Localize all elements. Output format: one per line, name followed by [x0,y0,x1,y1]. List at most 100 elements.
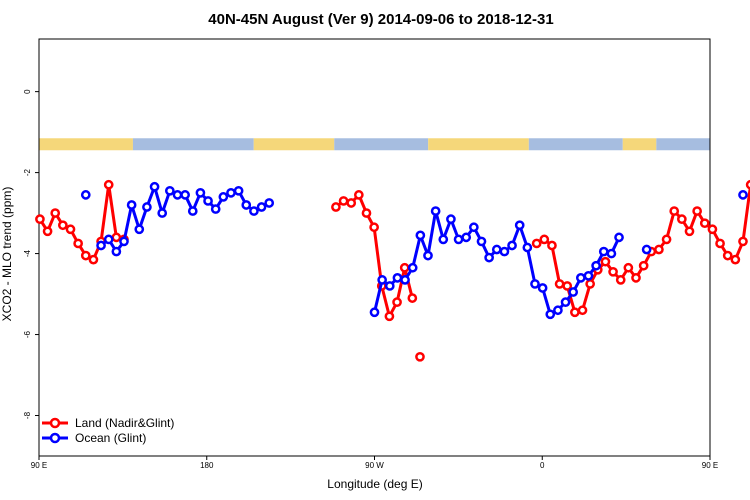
x-axis-ticks: 90 E 180 90 W 0 90 E [31,456,718,470]
data-point [361,208,372,218]
data-point [615,275,626,285]
data-point [50,208,61,218]
data-point [35,214,45,225]
data-point [539,234,550,245]
data-point [226,187,236,198]
data-point [142,202,152,212]
data-point [577,305,588,316]
data-point [80,250,91,261]
data-point [560,297,571,308]
data-point [111,232,122,243]
data-point [249,206,259,216]
x-tick-label: 90 E [702,461,718,470]
data-point [606,248,617,259]
data-point [149,181,160,192]
data-point [468,222,479,233]
legend: Land (Nadir&Glint) Ocean (Glint) [42,416,174,445]
x-tick-label: 180 [200,461,214,470]
data-point [195,187,206,198]
data-point [699,218,710,229]
plot-frame [38,38,711,457]
data-point [677,214,687,225]
data-point [384,281,395,291]
data-point [484,252,494,263]
data-point [423,250,433,261]
data-point [641,244,652,255]
data-point [570,307,580,318]
data-point [545,309,556,320]
y-tick-label: -8 [23,411,32,419]
data-point [415,230,426,241]
data-point [745,179,750,190]
data-point [187,206,198,216]
legend-land-label: Land (Nadir&Glint) [75,416,174,430]
data-point [111,246,122,257]
data-point [415,351,425,362]
data-point [430,206,441,216]
data-point [654,244,664,255]
data-point [73,238,83,249]
series-ocean [80,181,748,320]
data-point [172,190,183,200]
data-point [738,236,748,247]
data-point [661,234,672,245]
data-point [669,206,680,216]
data-point [684,226,695,237]
data-point [203,196,213,206]
data-point [461,232,472,243]
x-tick-label: 0 [540,461,545,470]
data-point [438,234,449,245]
data-point [241,200,252,210]
data-point [608,266,618,277]
series-layer [35,179,750,362]
legend-ocean-label: Ocean (Glint) [75,431,146,445]
data-point [400,275,410,285]
data-point [399,262,410,273]
data-point [369,307,380,318]
mask-segment-ocean [656,138,710,151]
mask-segment-land [622,138,657,151]
series-line [334,193,414,318]
data-point [591,260,601,271]
y-tick-label: -6 [23,330,32,338]
data-point [614,232,624,243]
data-point [80,190,91,200]
data-point [598,246,609,257]
data-point [377,275,387,285]
data-point [554,279,565,289]
data-point [476,236,487,247]
data-point [407,293,418,303]
y-axis-ticks: 0 -2 -4 -6 -8 [23,89,39,419]
y-tick-label: -4 [23,249,32,257]
chart-title: 40N-45N August (Ver 9) 2014-09-06 to 201… [208,11,553,28]
x-tick-label: 90 E [31,461,47,470]
data-point [583,270,594,281]
data-point [369,222,379,233]
data-point [392,273,403,283]
data-point [491,244,502,255]
data-point [103,234,114,245]
mask-segment-ocean [334,138,429,151]
data-point [585,279,596,289]
data-point [134,224,145,235]
data-point [453,234,464,245]
data-point [96,240,106,251]
data-point [638,260,649,271]
data-point [715,238,725,249]
data-point [58,220,68,231]
x-tick-label: 90 W [365,461,384,470]
data-point [384,311,395,322]
legend-land-marker [49,417,61,429]
data-point [218,192,229,202]
data-point [346,198,357,208]
mask-segment-land [428,138,529,151]
data-point [562,281,573,291]
data-point [119,236,129,247]
mask-segment-land [253,138,335,151]
data-point [537,283,548,293]
data-point [531,238,542,249]
data-point [507,240,517,251]
land-ocean-mask-bar [39,138,710,151]
data-point [103,179,114,190]
